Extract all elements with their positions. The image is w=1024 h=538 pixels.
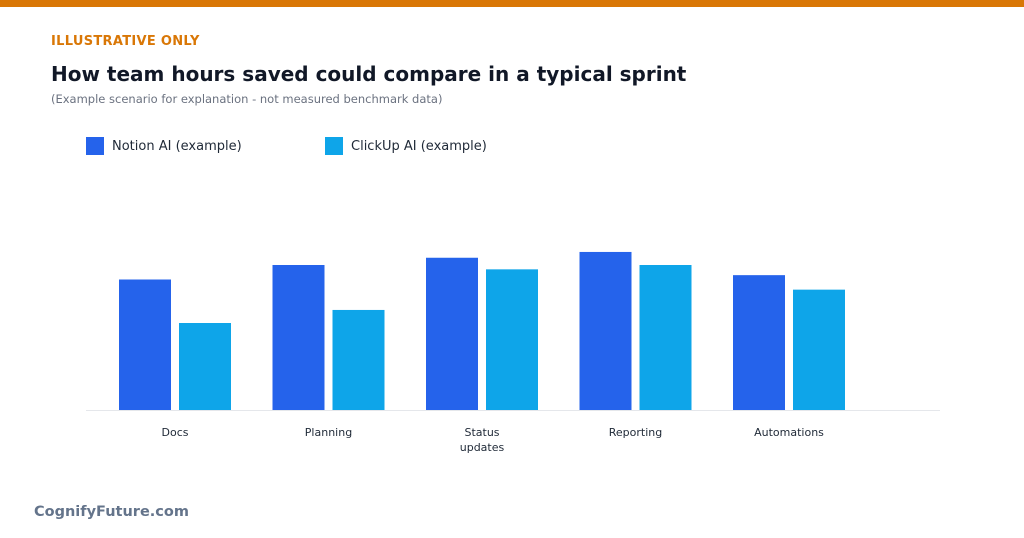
bar-notion-4 [733,275,785,410]
chart-title: How team hours saved could compare in a … [51,62,687,86]
legend-label-notion: Notion AI (example) [112,138,242,154]
x-tick-label-line: Planning [305,426,352,439]
kicker-label: ILLUSTRATIVE ONLY [51,34,200,49]
x-tick-label-2: Status updates [460,426,505,454]
bar-notion-0 [119,279,171,410]
x-tick-label-line: updates [460,441,505,454]
x-tick-label-4: Automations [754,426,824,439]
x-tick-label-line: Automations [754,426,824,439]
bar-clickup-1 [332,309,385,410]
x-tick-label-3: Reporting [609,426,662,439]
x-tick-label-line: Status [464,426,499,439]
x-tick-label-line: Reporting [609,426,662,439]
bar-notion-1 [272,265,325,410]
x-tick-label-0: Docs [162,426,189,439]
legend-item-notion: Notion AI (example) [86,136,242,156]
legend-swatch-notion [86,137,104,155]
legend-label-clickup: ClickUp AI (example) [351,138,487,154]
x-tick-label-1: Planning [305,426,352,439]
bar-clickup-2 [486,269,538,410]
bar-notion-2 [426,257,478,410]
legend-item-clickup: ClickUp AI (example) [325,136,487,156]
x-tick-label-line: Docs [162,426,189,439]
chart-subtitle: (Example scenario for explanation - not … [51,92,443,106]
bar-clickup-3 [639,265,692,410]
bar-clickup-0 [179,323,231,410]
accent-top-bar [0,0,1024,7]
bar-notion-3 [579,251,632,410]
legend-swatch-clickup [325,137,343,155]
brand-footer: CognifyFuture.com [34,504,189,520]
bar-clickup-4 [793,289,845,410]
